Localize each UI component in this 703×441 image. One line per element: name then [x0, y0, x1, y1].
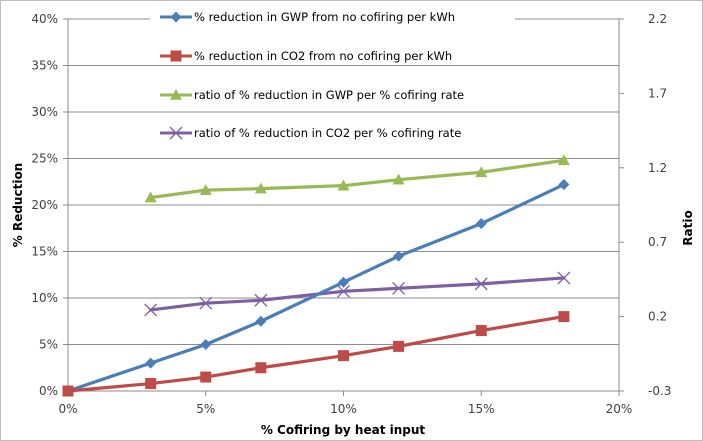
data-point — [338, 350, 349, 362]
x-marker-stroke — [169, 126, 183, 140]
data-point — [337, 179, 350, 191]
series-line — [149, 276, 566, 312]
x-marker-stroke — [474, 277, 488, 291]
data-point — [199, 296, 213, 310]
x-tick-label: 10% — [330, 402, 357, 416]
data-point — [558, 311, 570, 323]
series-line — [66, 315, 566, 393]
data-point — [475, 166, 488, 178]
data-point — [393, 250, 405, 262]
data-point — [474, 277, 488, 291]
data-point — [145, 378, 157, 390]
legend-item-bg — [150, 87, 515, 103]
data-point — [200, 339, 212, 350]
y-axis-label: % Reduction — [11, 163, 25, 247]
y2-tick-label: 2.2 — [648, 12, 667, 26]
legend-label: % reduction in GWP from no cofiring per … — [194, 10, 455, 24]
tick-labels: 0% 5% 10% 15% 20% 25% 30% 35% 40% 0% 5% 10% 15% 20% -0… — [31, 12, 671, 416]
legend-swatch-marker — [170, 89, 182, 100]
series-line — [66, 182, 566, 393]
y2-tick-label: 0.2 — [648, 310, 667, 324]
x-tick-label: 5% — [196, 402, 215, 416]
y2-tick-label: 1.2 — [648, 161, 667, 175]
legend-item: % reduction in CO2 from no cofiring per … — [150, 48, 515, 64]
y-tick-label: 5% — [39, 338, 58, 352]
y-tick-label: 30% — [31, 105, 58, 119]
legend-swatch-marker — [169, 126, 183, 140]
data-point — [254, 293, 268, 307]
legend-label: ratio of % reduction in GWP per % cofiri… — [194, 88, 464, 102]
data-point — [337, 284, 350, 298]
y2-tick-label: 1.7 — [648, 86, 667, 100]
legend-item-bg — [150, 9, 515, 25]
series-group — [62, 154, 571, 397]
data-point — [475, 218, 487, 230]
data-point — [338, 276, 349, 288]
x-tick-label: 20% — [606, 402, 633, 416]
legend-item: ratio of % reduction in CO2 per % cofiri… — [150, 125, 515, 141]
data-point — [145, 357, 157, 369]
series-line — [149, 158, 566, 200]
data-point — [392, 281, 406, 295]
legend-item: % reduction in GWP from no cofiring per … — [150, 9, 515, 25]
y-tick-label: 40% — [31, 12, 58, 26]
x-marker-stroke — [199, 296, 213, 310]
legend-item: ratio of % reduction in GWP per % cofiri… — [150, 87, 515, 103]
gridlines — [63, 18, 619, 392]
series-1 — [62, 311, 570, 397]
data-point — [475, 325, 487, 337]
y-tick-label: 0% — [39, 384, 58, 398]
data-point — [144, 303, 158, 317]
data-point — [255, 362, 267, 374]
y-tick-label: 15% — [31, 245, 58, 259]
y-tick-label: 25% — [31, 152, 58, 166]
series-3 — [144, 271, 571, 317]
axes — [67, 18, 624, 396]
y2-tick-label: -0.3 — [648, 384, 671, 398]
x-marker-stroke — [392, 281, 406, 295]
series-0 — [62, 179, 570, 397]
data-point — [255, 315, 267, 327]
data-point — [558, 179, 570, 191]
legend-item-bg — [150, 48, 515, 64]
x-marker-stroke — [557, 271, 571, 285]
data-point — [393, 340, 405, 352]
x-tick-label: 15% — [468, 402, 495, 416]
data-point — [199, 184, 212, 195]
series-2 — [144, 154, 570, 203]
data-point — [254, 182, 267, 194]
data-point — [200, 371, 212, 383]
legend-swatch-marker — [170, 11, 182, 23]
y2-tick-label: 0.7 — [648, 235, 667, 249]
y-tick-label: 35% — [31, 59, 58, 73]
legend-item-bg — [150, 125, 515, 141]
data-point — [557, 154, 570, 166]
x-marker-stroke — [144, 303, 158, 317]
data-point — [144, 191, 157, 203]
legend: % reduction in GWP from no cofiring per … — [150, 9, 515, 141]
y2-axis-label: Ratio — [681, 210, 695, 245]
x-marker-stroke — [337, 284, 350, 298]
data-point — [392, 173, 405, 185]
x-marker-stroke — [254, 293, 268, 307]
legend-label: % reduction in CO2 from no cofiring per … — [194, 49, 452, 63]
y-tick-label: 10% — [31, 291, 58, 305]
data-point — [557, 271, 571, 285]
x-tick-label: 0% — [58, 402, 77, 416]
legend-label: ratio of % reduction in CO2 per % cofiri… — [194, 126, 461, 140]
legend-swatch-marker — [170, 50, 182, 62]
data-point — [62, 385, 74, 397]
y-tick-label: 20% — [31, 198, 58, 212]
x-axis-label: % Cofiring by heat input — [261, 423, 426, 437]
